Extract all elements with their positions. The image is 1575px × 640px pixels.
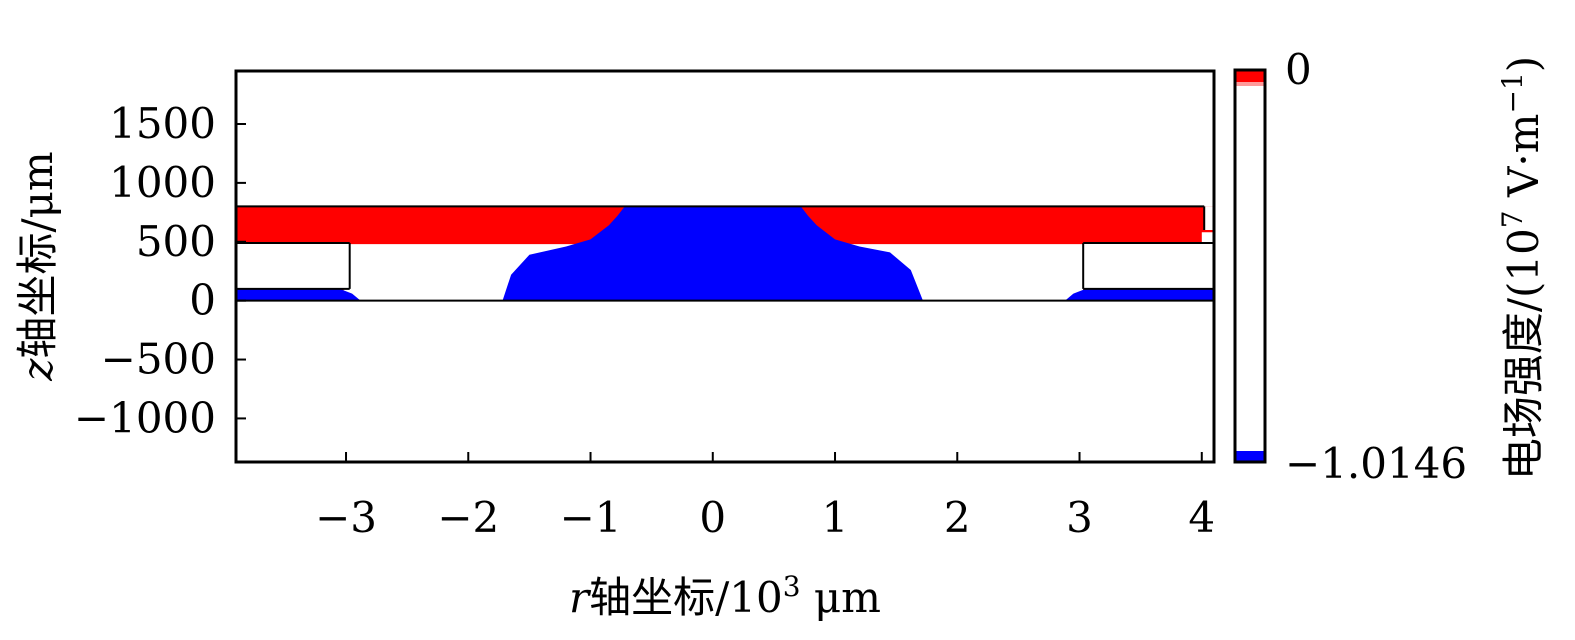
- plot-frame: [234, 69, 1216, 464]
- y-axis-label: z轴坐标/μm: [13, 151, 62, 381]
- x-tick-label: 2: [944, 493, 971, 542]
- x-tick-label: 3: [1066, 493, 1093, 542]
- x-axis-ticks: −3 −2 −1 0 1 2 3 4: [315, 452, 1215, 542]
- white-top-right-notch: [1204, 206, 1214, 230]
- y-tick-label: −500: [101, 335, 216, 384]
- colorbar-title: 电场强度/(107 V·m−1): [1496, 56, 1548, 480]
- colorbar-frame: [1233, 68, 1267, 464]
- blue-right-strip: [1064, 288, 1214, 301]
- x-tick-label: 1: [822, 493, 849, 542]
- x-tick-label: −1: [560, 493, 622, 542]
- colorbar-blue-band: [1235, 451, 1265, 462]
- red-region: [236, 206, 1214, 301]
- y-tick-label: 1500: [109, 99, 216, 148]
- y-tick-label: 500: [136, 217, 216, 266]
- colorbar-white-band: [1235, 70, 1265, 462]
- colorbar-red-fade-band: [1235, 82, 1265, 86]
- y-tick-label: 1000: [109, 158, 216, 207]
- x-axis-label: r轴坐标/103 μm: [569, 570, 881, 622]
- plot-field-regions: [236, 206, 1214, 301]
- white-left-cavity: [236, 242, 350, 289]
- x-tick-label: −3: [315, 493, 377, 542]
- x-tick-label: 4: [1188, 493, 1215, 542]
- colorbar-red-band: [1235, 70, 1265, 82]
- colorbar-min-label: −1.0146: [1285, 439, 1467, 488]
- x-tick-label: 0: [699, 493, 726, 542]
- y-tick-label: 0: [189, 276, 216, 325]
- y-axis-ticks: 1500 1000 500 0 −500 −1000: [74, 99, 246, 442]
- colorbar: 0 −1.0146 电场强度/(107 V·m−1): [1233, 45, 1548, 488]
- blue-left-strip: [236, 288, 361, 301]
- blue-center: [502, 206, 923, 301]
- x-tick-label: −2: [437, 493, 499, 542]
- white-right-cavity: [1083, 242, 1214, 289]
- colorbar-max-label: 0: [1285, 45, 1312, 94]
- y-tick-label: −1000: [74, 393, 216, 442]
